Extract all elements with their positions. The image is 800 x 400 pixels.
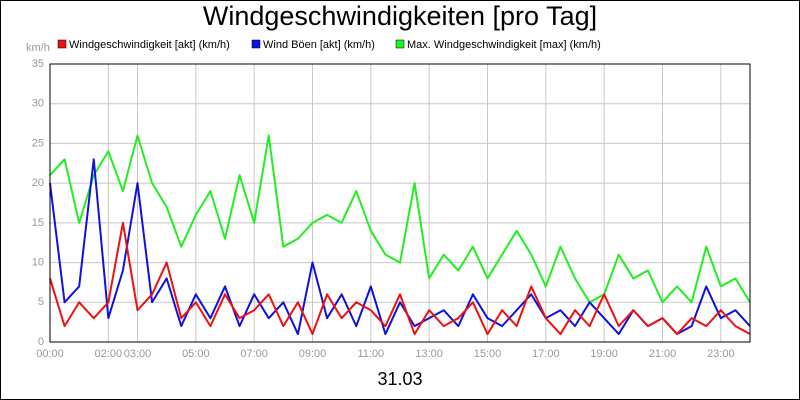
- y-axis-label: km/h: [26, 42, 50, 54]
- legend-label: Windgeschwindigkeit [akt] (km/h): [69, 39, 230, 51]
- y-tick-label: 20: [32, 177, 44, 189]
- x-tick-label: 05:00: [182, 348, 210, 360]
- x-tick-label: 17:00: [532, 348, 560, 360]
- x-tick-label: 09:00: [299, 348, 327, 360]
- y-tick-label: 10: [32, 256, 44, 268]
- y-tick-label: 35: [32, 58, 44, 70]
- y-tick-label: 25: [32, 137, 44, 149]
- y-tick-label: 15: [32, 217, 44, 229]
- x-tick-label: 19:00: [590, 348, 618, 360]
- x-tick-label: 03:00: [124, 348, 152, 360]
- chart-subtitle: 31.03: [377, 369, 422, 389]
- x-tick-label: 00:00: [36, 348, 64, 360]
- x-tick-label: 07:00: [240, 348, 268, 360]
- plot-area: [50, 64, 750, 342]
- legend-swatch: [395, 39, 405, 49]
- x-tick-label: 23:00: [707, 348, 735, 360]
- series-line: [49, 134, 751, 304]
- y-tick-label: 30: [32, 98, 44, 110]
- legend-swatch: [57, 39, 67, 49]
- legend-swatch: [251, 39, 261, 49]
- y-tick-label: 0: [38, 336, 44, 348]
- y-tick-label: 5: [38, 296, 44, 308]
- x-tick-label: 11:00: [357, 348, 384, 360]
- series-line: [49, 221, 751, 336]
- legend-label: Wind Böen [akt] (km/h): [263, 39, 375, 51]
- x-tick-label: 02:00: [95, 348, 123, 360]
- x-tick-label: 15:00: [474, 348, 502, 360]
- legend-label: Max. Windgeschwindigkeit [max] (km/h): [407, 39, 601, 51]
- chart-title: Windgeschwindigkeiten [pro Tag]: [203, 1, 597, 31]
- x-tick-label: 13:00: [415, 348, 443, 360]
- x-tick-label: 21:00: [649, 348, 677, 360]
- plot-border: [49, 63, 751, 343]
